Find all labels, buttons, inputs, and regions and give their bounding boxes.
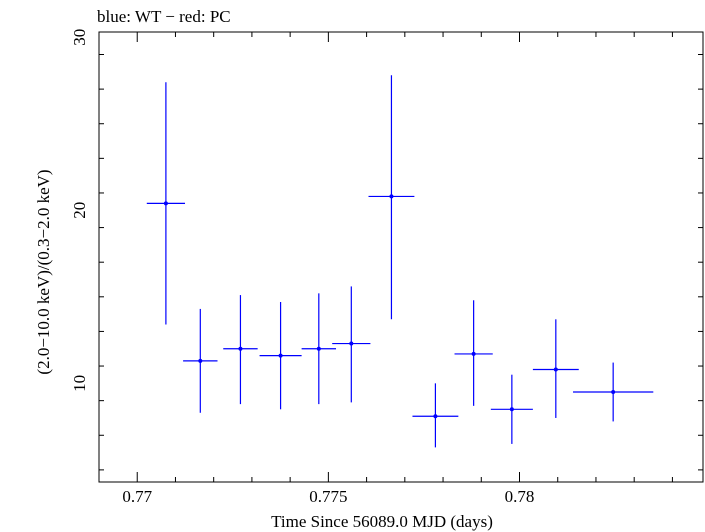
x-axis-label: Time Since 56089.0 MJD (days) xyxy=(271,512,493,531)
x-axis-ticks: 0.77 0.775 0.78 xyxy=(98,32,673,506)
data-marker xyxy=(509,407,514,412)
plot-frame xyxy=(98,31,704,483)
y-axis-label: (2.0−10.0 keV)/(0.3−2.0 keV) xyxy=(34,169,53,374)
data-marker xyxy=(389,194,394,199)
data-marker xyxy=(163,201,168,206)
data-point xyxy=(573,362,654,422)
data-point xyxy=(454,300,493,406)
data-series-wt xyxy=(146,75,654,448)
data-marker xyxy=(349,341,354,346)
data-marker xyxy=(553,367,558,372)
y-tick-label: 10 xyxy=(70,375,89,392)
data-marker xyxy=(278,353,283,358)
data-point xyxy=(183,308,218,413)
data-point xyxy=(532,319,579,418)
data-marker xyxy=(433,414,438,419)
data-marker xyxy=(238,346,243,351)
data-marker xyxy=(198,358,203,363)
data-point xyxy=(259,302,302,410)
x-tick-label: 0.78 xyxy=(505,487,535,506)
data-marker xyxy=(611,390,616,394)
chart-title: blue: WT − red: PC xyxy=(97,7,231,26)
data-point xyxy=(301,293,337,405)
data-marker xyxy=(471,351,476,356)
y-tick-label: 20 xyxy=(70,202,89,219)
x-tick-label: 0.77 xyxy=(122,487,152,506)
x-tick-label: 0.775 xyxy=(309,487,347,506)
data-point xyxy=(332,286,371,403)
y-tick-label: 30 xyxy=(70,29,89,46)
y-axis-ticks: 10 20 30 xyxy=(70,29,703,471)
data-point xyxy=(490,374,533,444)
data-point xyxy=(146,82,186,325)
data-point xyxy=(412,383,459,448)
data-point xyxy=(368,75,415,320)
plot-border xyxy=(98,31,704,483)
data-marker xyxy=(316,346,321,351)
data-point xyxy=(223,295,258,405)
